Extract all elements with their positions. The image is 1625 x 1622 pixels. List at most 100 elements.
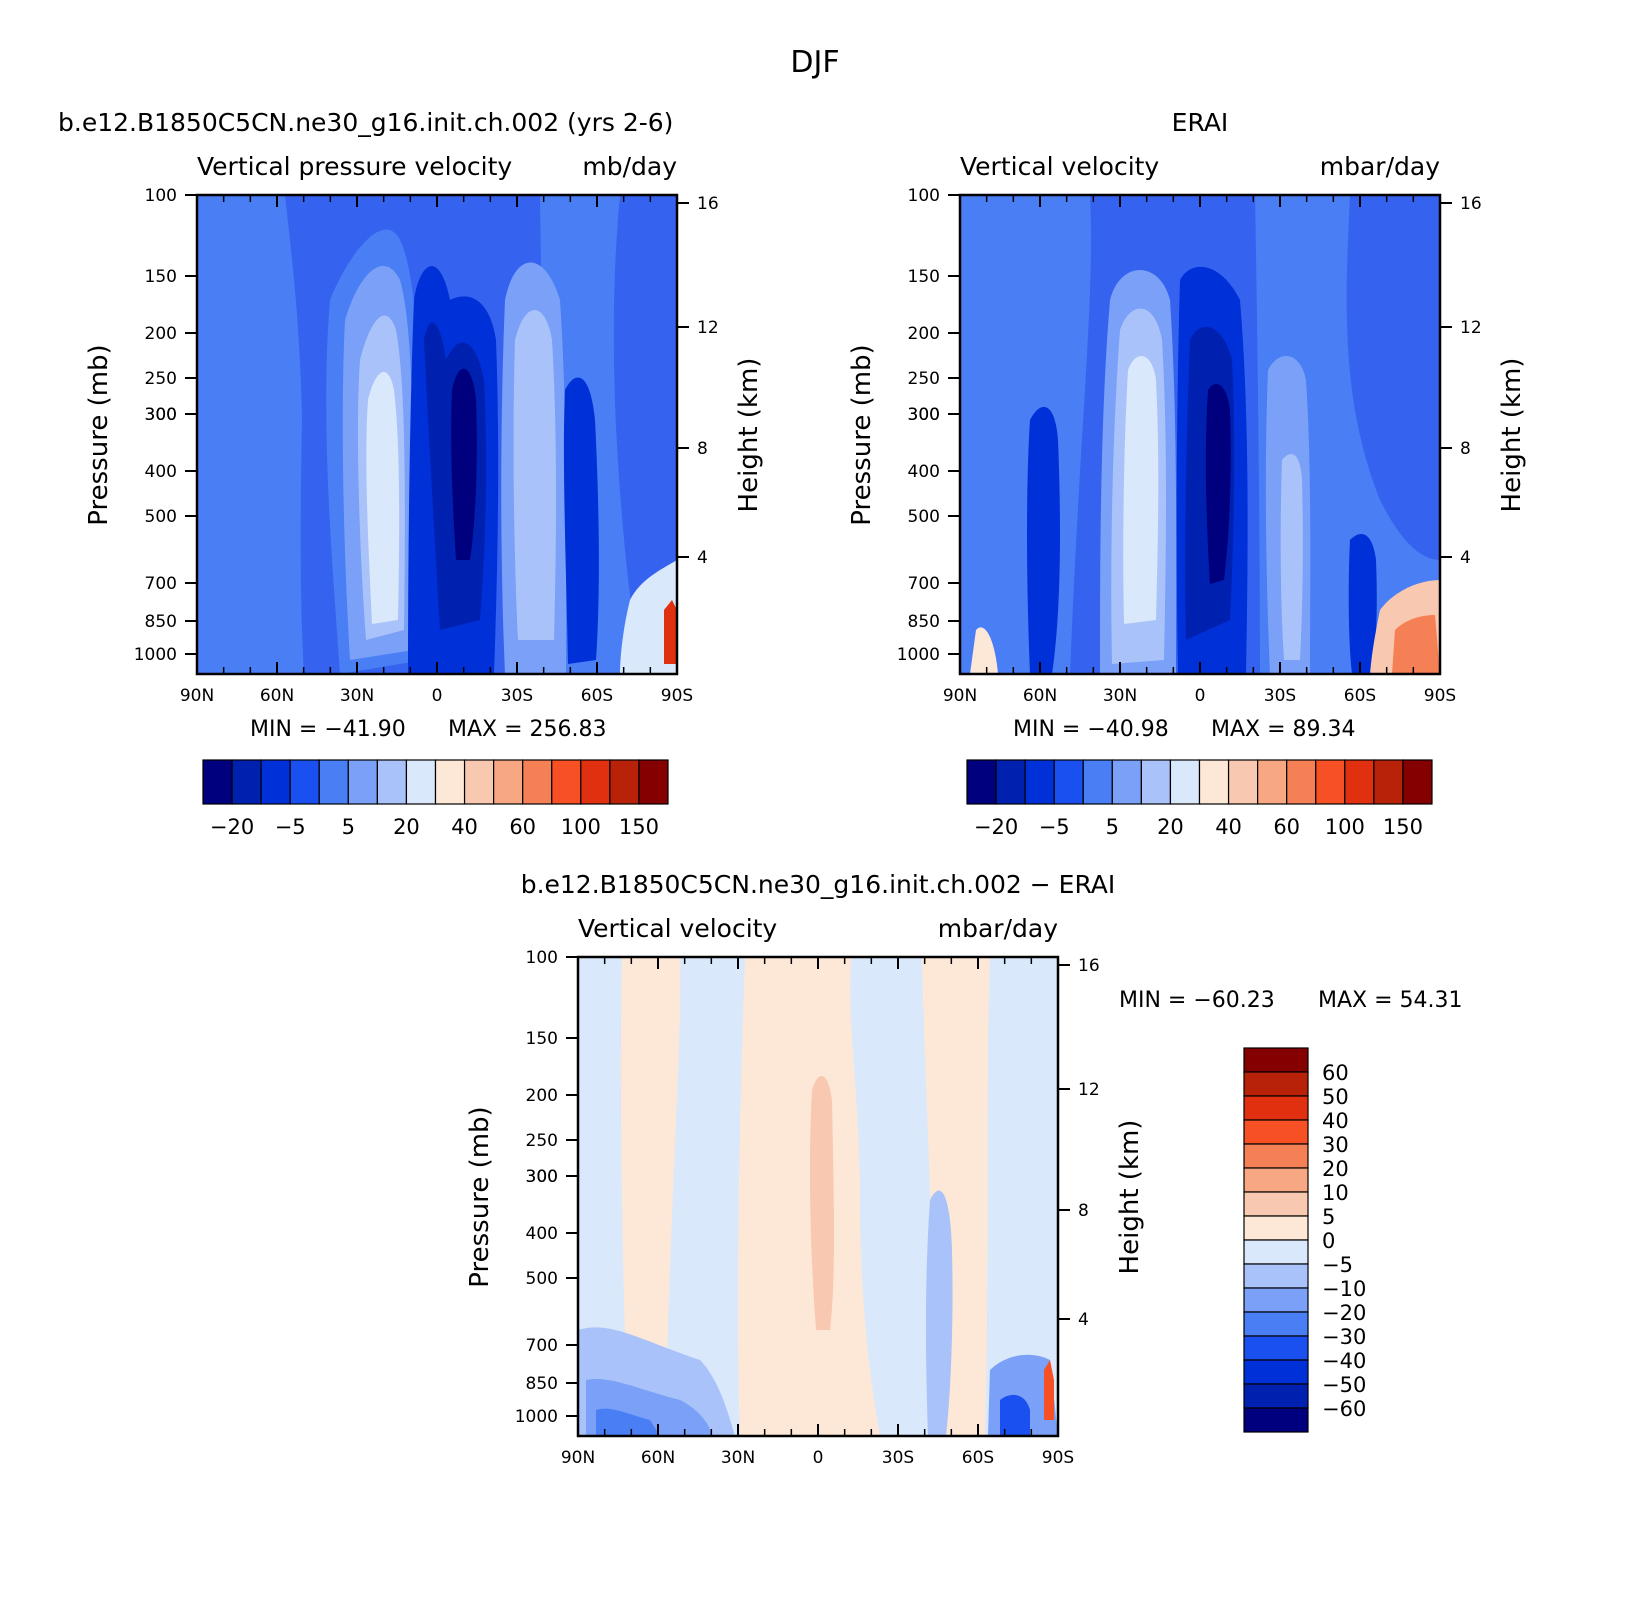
colorbar-box [1243,1119,1309,1145]
y-tick-label: 700 [145,574,177,594]
colorbar-label: 5 [342,815,355,839]
colorbar-box [1243,1359,1309,1385]
contour-neg-sh [925,1190,953,1436]
contour-nh-warm [970,627,998,674]
y-tick-label: 250 [145,369,177,389]
x-tick-label: 30S [1264,686,1296,706]
colorbar-box [966,759,997,805]
y-tick-label: 250 [526,1131,558,1151]
x-tick-label: 30S [882,1448,914,1468]
colorbar-box [1315,759,1346,805]
x-tick-label: 60S [581,686,613,706]
panel-diff-ylabel-right: Height (km) [1115,1120,1145,1275]
y2-tick-label: 16 [1078,956,1100,976]
x-tick-label: 30N [340,686,374,706]
panel-obs-units: mbar/day [1320,152,1440,181]
x-tick-label: 0 [813,1448,824,1468]
panel-diff-case-title: b.e12.B1850C5CN.ne30_g16.init.ch.002 − E… [521,870,1116,899]
y-tick-label: 500 [145,507,177,527]
colorbar-label: 60 [509,815,536,839]
colorbar-box [1243,1311,1309,1337]
x-tick-label: 60N [260,686,294,706]
colorbar-label: 100 [1325,815,1365,839]
panel-obs-ylabel: Pressure (mb) [847,344,877,525]
colorbar-label: −20 [974,815,1018,839]
colorbar-box [1257,759,1288,805]
x-tick-label: 90N [943,686,977,706]
y-tick-label: 850 [908,612,940,632]
y2-tick-label: 4 [1460,548,1471,568]
page-title: DJF [790,45,839,80]
contour-pos-polar [1044,1360,1054,1420]
colorbar-box [493,759,524,805]
panel-model-ylabel: Pressure (mb) [84,344,114,525]
colorbar-box [1243,1215,1309,1241]
y-tick-label: 300 [908,405,940,425]
y-tick-label: 500 [526,1269,558,1289]
colorbar-box [289,759,320,805]
colorbar-label: 40 [451,815,478,839]
contour-itcz-3 [451,368,477,560]
colorbar-box [1082,759,1113,805]
panel-obs-ylabel-right: Height (km) [1497,358,1527,513]
panel-diff-field [578,957,1058,1436]
y-tick-label: 100 [908,186,940,206]
y2-tick-label: 8 [1460,439,1471,459]
colorbar-box [1243,1143,1309,1169]
x-tick-label: 30N [721,1448,755,1468]
colorbar-label: 20 [1322,1157,1349,1181]
colorbar-box [1024,759,1055,805]
colorbar-box [1169,759,1201,805]
colorbar-box [1344,759,1375,805]
colorbar-box [1243,1095,1309,1121]
colorbar-box [376,759,408,805]
colorbar-box [1111,759,1142,805]
x-tick-label: 90N [180,686,214,706]
y2-tick-label: 4 [697,548,708,568]
colorbar-box [1286,759,1317,805]
y2-tick-label: 8 [697,439,708,459]
contour-polar-light [620,560,677,674]
colorbar-label: 20 [393,815,420,839]
colorbar-box [1227,759,1259,805]
panel-obs-field [960,195,1440,674]
y-tick-label: 1000 [515,1407,558,1427]
colorbar-box [1243,1383,1309,1409]
panel-model-ylabel-right: Height (km) [734,358,764,513]
panel-model: b.e12.B1850C5CN.ne30_g16.init.ch.002 (yr… [58,108,764,839]
colorbar-box [1243,1167,1309,1193]
x-tick-label: 60S [962,1448,994,1468]
contour-descent-nh-4 [366,371,400,624]
colorbar-label: 30 [1322,1133,1349,1157]
colorbar-box [638,759,669,805]
colorbar-box [995,759,1026,805]
colorbar-box [231,759,262,805]
y2-tick-label: 12 [697,318,719,338]
y-tick-label: 250 [908,369,940,389]
colorbar-label: 5 [1106,815,1119,839]
colorbar-box [1243,1287,1309,1313]
x-tick-label: 0 [432,686,443,706]
colorbar-box [405,759,437,805]
colorbar-box [551,759,582,805]
panel-obs-axes: 90N 60N 30N 0 30S 60S 90S100150200250300300400… [897,186,1482,706]
y-tick-label: 500 [908,507,940,527]
colorbar-label: −60 [1322,1397,1366,1421]
x-tick-label: 60N [1023,686,1057,706]
panel-obs-max: MAX = 89.34 [1211,717,1356,742]
panel-model-case-title: b.e12.B1850C5CN.ne30_g16.init.ch.002 (yr… [58,108,673,137]
colorbar-label: 50 [1322,1085,1349,1109]
y-tick-label: 200 [908,324,940,344]
colorbar-label: 10 [1322,1181,1349,1205]
panel-diff-axes: 90N 60N 30N 0 30S 60S 90S100150200250300300400… [515,948,1100,1468]
colorbar-label: 60 [1322,1061,1349,1085]
x-tick-label: 0 [1195,686,1206,706]
x-tick-label: 90S [1424,686,1456,706]
colorbar-box [318,759,349,805]
y2-tick-label: 16 [1460,194,1482,214]
colorbar-box [1243,1071,1309,1097]
panel-diff-units: mbar/day [938,914,1058,943]
colorbar-box [580,759,611,805]
y-tick-label: 400 [145,462,177,482]
y-tick-label: 150 [908,267,940,287]
